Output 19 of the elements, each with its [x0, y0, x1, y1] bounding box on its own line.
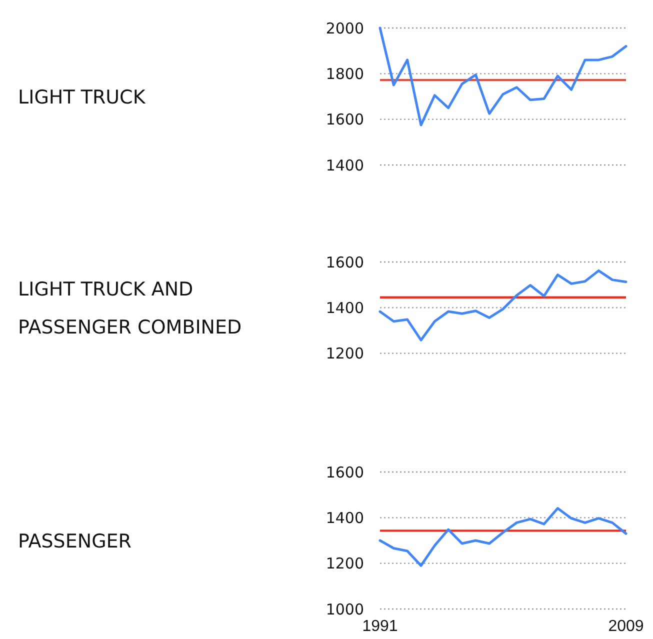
y-tick-label: 1000: [326, 600, 364, 618]
y-axis-title: LIGHT TRUCK: [18, 86, 146, 108]
y-tick-label: 1400: [326, 298, 364, 317]
y-tick-label: 1600: [326, 110, 364, 129]
y-tick-label: 1400: [326, 508, 364, 527]
x-tick-label: 1991: [362, 618, 398, 635]
y-axis-title: LIGHT TRUCK AND PASSENGER COMBINED: [18, 278, 242, 339]
line-series: [378, 507, 628, 567]
y-tick-label: 1200: [326, 344, 364, 363]
y-tick-label: 1400: [326, 156, 364, 174]
line-series: [378, 26, 628, 126]
y-tick-label: 1600: [326, 253, 364, 272]
y-axis-title: PASSENGER: [18, 530, 132, 552]
y-tick-label: 1600: [326, 463, 364, 482]
line-series: [378, 269, 628, 342]
y-tick-label: 1800: [326, 64, 364, 83]
y-tick-label: 1200: [326, 554, 364, 573]
y-tick-label: 2000: [326, 19, 364, 38]
x-tick-label: 2009: [608, 618, 644, 635]
